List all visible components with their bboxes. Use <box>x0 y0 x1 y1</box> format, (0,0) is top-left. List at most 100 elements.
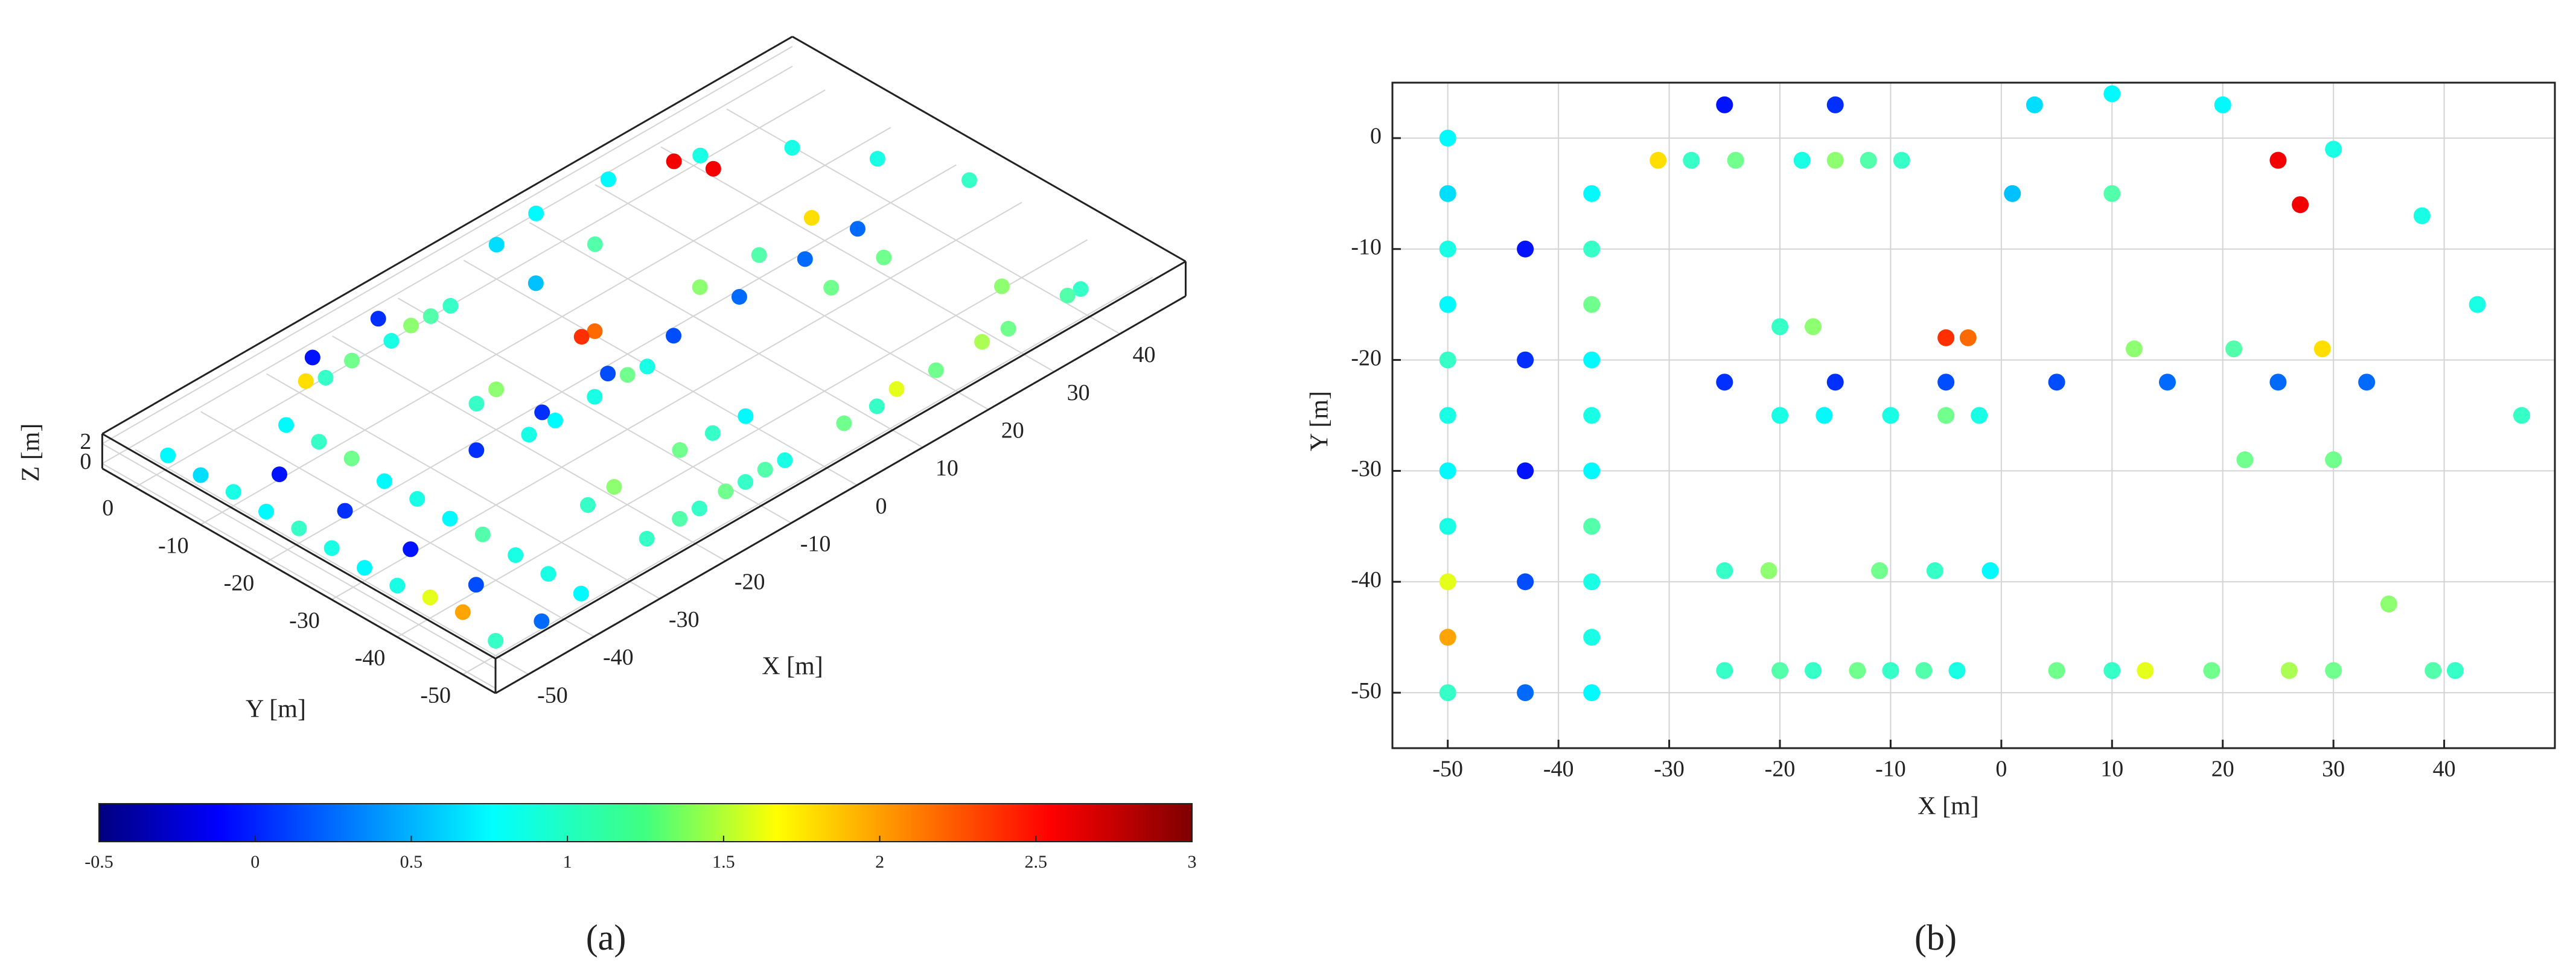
point <box>193 467 209 483</box>
point <box>389 577 406 594</box>
point <box>1716 662 1733 679</box>
point <box>1439 296 1456 313</box>
point <box>751 247 767 263</box>
grid-line <box>660 146 1055 372</box>
point <box>1805 662 1822 679</box>
point <box>324 540 340 556</box>
grid-line <box>135 449 529 675</box>
point <box>508 547 524 564</box>
point <box>1517 462 1534 480</box>
x-tick-label: 10 <box>2100 757 2123 782</box>
y-axis-label: Y [m] <box>1306 391 1334 451</box>
x-tick-label: -30 <box>1654 757 1685 782</box>
x-tick-label: -20 <box>1765 757 1796 782</box>
point <box>1517 351 1534 369</box>
point <box>383 332 400 349</box>
point <box>1826 151 1844 169</box>
point <box>422 589 438 606</box>
point <box>403 541 419 557</box>
panel-label: (b) <box>1914 918 1957 958</box>
x-tick-label: -10 <box>800 532 831 557</box>
point <box>547 412 563 428</box>
point <box>534 404 550 421</box>
point <box>1816 407 1833 424</box>
point <box>1716 373 1733 391</box>
point <box>528 205 544 221</box>
point <box>1771 407 1788 424</box>
point <box>718 483 734 500</box>
point <box>1771 318 1788 335</box>
point <box>442 510 458 527</box>
point <box>1981 562 1999 579</box>
point <box>869 151 885 167</box>
grid-line <box>462 276 1153 675</box>
z-tick-label: 0 <box>80 449 91 474</box>
point <box>738 408 754 424</box>
x-tick-label: 10 <box>936 456 958 481</box>
point <box>1771 662 1788 679</box>
point <box>521 427 537 443</box>
point <box>304 349 320 366</box>
x-axis-label: X [m] <box>762 653 823 681</box>
point <box>672 442 688 458</box>
point <box>278 417 295 433</box>
grid-line <box>101 65 793 465</box>
point <box>2425 662 2442 679</box>
y-tick-label: -50 <box>420 683 451 708</box>
x-tick-label: 30 <box>2322 757 2345 782</box>
point <box>160 447 176 463</box>
point <box>317 369 334 386</box>
y-tick-label: 0 <box>102 495 113 521</box>
y-tick-label: -50 <box>1351 678 1382 704</box>
x-tick-label: -30 <box>669 607 700 632</box>
point <box>2236 451 2254 469</box>
point <box>1583 629 1601 646</box>
grid-line <box>135 89 826 488</box>
point <box>1439 462 1456 480</box>
colorbar-tick-label: 0.5 <box>400 852 423 872</box>
y-tick-label: -30 <box>289 608 320 633</box>
point <box>2446 662 2464 679</box>
point <box>2269 151 2287 169</box>
point <box>757 462 773 478</box>
point <box>1871 562 1889 579</box>
point <box>311 434 327 450</box>
point <box>1583 240 1601 258</box>
grid-line <box>101 443 496 669</box>
point <box>2137 662 2154 679</box>
y-tick-label: -20 <box>224 570 255 596</box>
point <box>692 279 708 295</box>
point <box>1583 296 1601 313</box>
point <box>337 503 353 519</box>
colorbar-tick-label: 3 <box>1188 852 1197 872</box>
z-axis-label: Z [m] <box>18 424 45 482</box>
point <box>534 613 550 629</box>
point <box>993 278 1010 294</box>
plot-frame <box>1391 81 2556 749</box>
grid-line <box>101 463 496 689</box>
grid-line <box>397 239 1088 638</box>
point <box>777 452 793 468</box>
box-edge <box>101 36 793 435</box>
point <box>573 329 590 345</box>
point <box>600 171 616 188</box>
point <box>2313 340 2331 358</box>
point <box>442 297 459 314</box>
x-tick-label: 40 <box>1133 342 1156 367</box>
point <box>2103 185 2121 202</box>
grid-line <box>200 411 595 637</box>
colorbar <box>98 803 1193 842</box>
point <box>298 373 314 389</box>
point <box>1583 462 1601 480</box>
y-tick-label: -20 <box>1351 345 1382 370</box>
point <box>587 323 603 339</box>
point <box>2280 662 2298 679</box>
point <box>836 415 852 431</box>
grid-line <box>200 127 891 526</box>
point <box>1583 407 1601 424</box>
point <box>468 442 485 459</box>
point <box>356 560 372 576</box>
point <box>1959 329 1977 346</box>
point <box>1439 351 1456 369</box>
grid-line <box>266 373 660 600</box>
